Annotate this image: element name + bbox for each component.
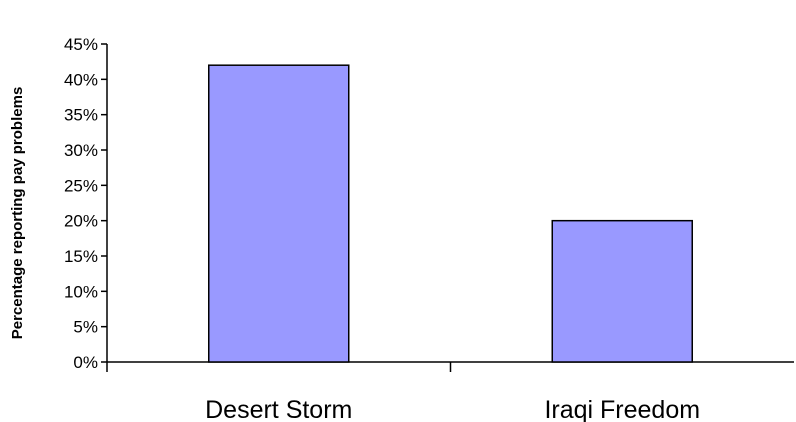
y-tick-label: 45%	[64, 35, 98, 54]
y-tick-label: 20%	[64, 212, 98, 231]
y-tick-label: 30%	[64, 141, 98, 160]
y-tick-label: 15%	[64, 247, 98, 266]
y-tick-label: 40%	[64, 70, 98, 89]
y-axis-title: Percentage reporting pay problems	[9, 87, 26, 340]
y-tick-label: 35%	[64, 106, 98, 125]
plot-area: 0% 5% 10% 15% 20% 25% 30% 35% 40% 45% Desert Storm…	[64, 35, 794, 422]
y-tick-label: 10%	[64, 282, 98, 301]
bar	[551, 219, 693, 363]
x-category-label: Iraqi Freedom	[544, 396, 700, 422]
y-tick-label: 0%	[73, 353, 98, 372]
y-tick-label: 25%	[64, 176, 98, 195]
y-tick-label: 5%	[73, 318, 98, 337]
bar	[208, 64, 350, 363]
x-category-label: Desert Storm	[205, 396, 352, 422]
